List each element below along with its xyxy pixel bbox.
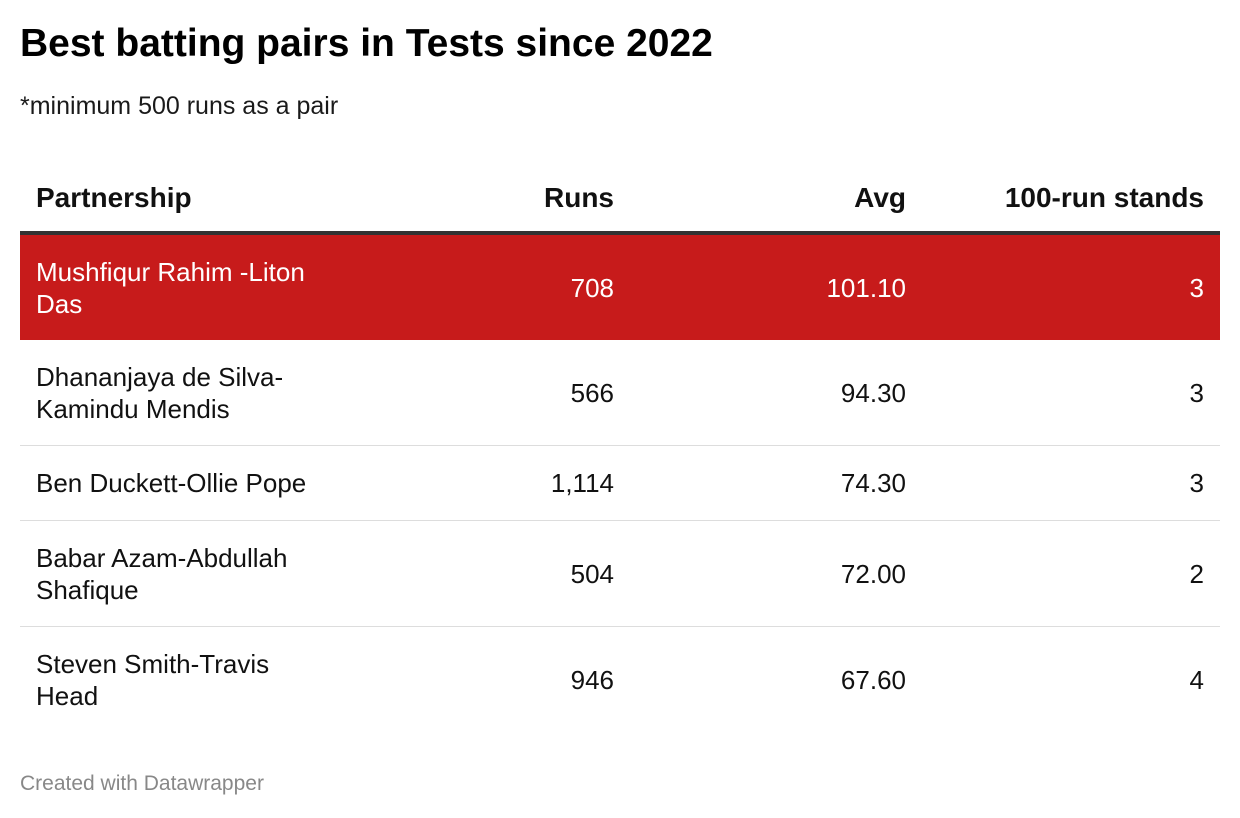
hundred-run-stands-cell: 3 bbox=[922, 340, 1220, 446]
avg-cell: 72.00 bbox=[630, 520, 922, 627]
partnership-cell: Dhananjaya de Silva-Kamindu Mendis bbox=[20, 340, 340, 446]
table-row: Steven Smith-Travis Head 946 67.60 4 bbox=[20, 627, 1220, 733]
hundred-run-stands-cell: 2 bbox=[922, 520, 1220, 627]
partnership-cell: Mushfiqur Rahim -Liton Das bbox=[20, 233, 340, 340]
avg-cell: 74.30 bbox=[630, 445, 922, 521]
runs-cell: 946 bbox=[570, 664, 614, 695]
partnership-cell: Ben Duckett-Ollie Pope bbox=[20, 445, 340, 521]
hundred-run-stands-cell: 4 bbox=[1189, 664, 1204, 695]
chart-title: Best batting pairs in Tests since 2022 bbox=[20, 22, 713, 65]
column-header-partnership[interactable]: Partnership bbox=[20, 165, 340, 235]
avg-cell: 67.60 bbox=[840, 664, 906, 695]
runs-cell: 504 bbox=[340, 520, 630, 627]
partnership-cell: Babar Azam-Abdullah Shafique bbox=[20, 520, 340, 627]
partnership-cell: Steven Smith-Travis Head bbox=[36, 648, 270, 711]
chart-subtitle: *minimum 500 runs as a pair bbox=[20, 92, 339, 120]
table-row: Ben Duckett-Ollie Pope 1,114 74.30 3 bbox=[20, 445, 1220, 521]
table-row: Dhananjaya de Silva-Kamindu Mendis 566 9… bbox=[20, 340, 1220, 446]
table-row: Mushfiqur Rahim -Liton Das 708 101.10 3 bbox=[20, 233, 1220, 340]
column-header-avg[interactable]: Avg bbox=[630, 165, 922, 235]
table-row: Babar Azam-Abdullah Shafique 504 72.00 2 bbox=[20, 520, 1220, 627]
runs-cell: 708 bbox=[340, 233, 630, 340]
hundred-run-stands-cell: 3 bbox=[922, 233, 1220, 340]
hundred-run-stands-cell: 3 bbox=[922, 445, 1220, 521]
partnership-table: Partnership Runs Avg 100-run stands Mush… bbox=[20, 165, 1220, 732]
avg-cell: 94.30 bbox=[630, 340, 922, 446]
table-header-row: Partnership Runs Avg 100-run stands bbox=[20, 165, 1220, 235]
runs-cell: 1,114 bbox=[340, 445, 630, 521]
column-header-runs[interactable]: Runs bbox=[340, 165, 630, 235]
avg-cell: 101.10 bbox=[630, 233, 922, 340]
column-header-100-run-stands[interactable]: 100-run stands bbox=[922, 165, 1220, 235]
runs-cell: 566 bbox=[340, 340, 630, 446]
footer-credit[interactable]: Created with Datawrapper bbox=[20, 772, 264, 795]
